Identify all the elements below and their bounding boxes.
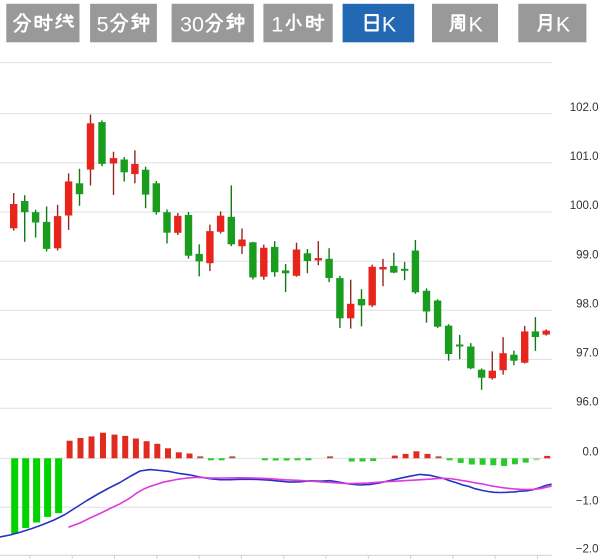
svg-text:0.0: 0.0 [583,447,599,459]
svg-text:99.0: 99.0 [576,249,598,261]
svg-text:K: K [382,12,397,36]
svg-text:K: K [556,12,571,36]
svg-text:102.0: 102.0 [570,102,599,114]
svg-text:100.0: 100.0 [570,200,599,212]
svg-text:97.0: 97.0 [576,348,598,360]
svg-text:98.0: 98.0 [576,298,598,310]
svg-text:5: 5 [97,12,109,36]
svg-text:−2.0: −2.0 [576,544,599,556]
svg-text:96.0: 96.0 [576,396,598,408]
svg-text:30: 30 [180,12,204,36]
svg-text:K: K [469,12,484,36]
svg-text:1: 1 [271,12,283,36]
svg-text:−1.0: −1.0 [576,495,599,507]
svg-text:101.0: 101.0 [570,151,599,163]
